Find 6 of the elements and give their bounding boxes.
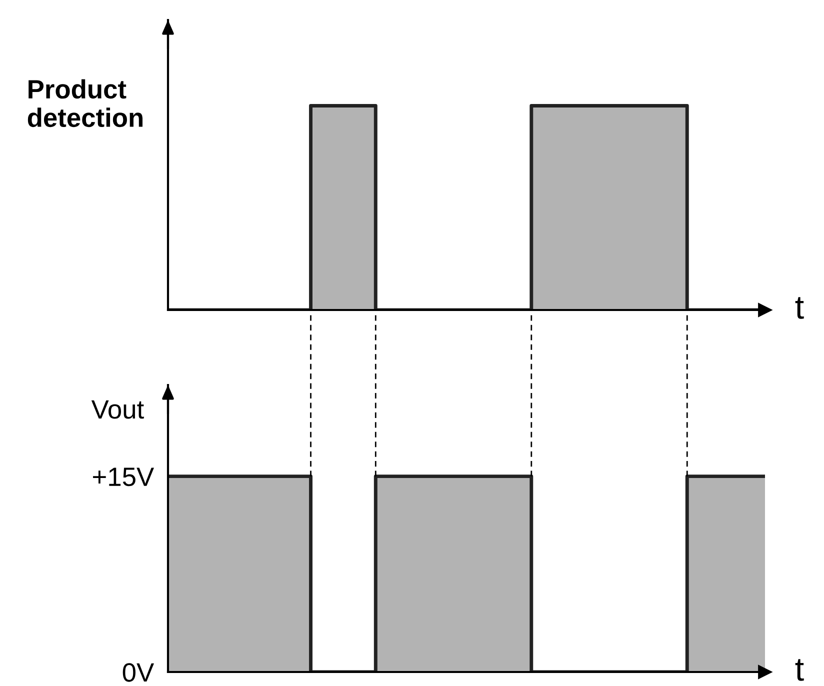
x-axis-title: t [795, 297, 804, 319]
y-tick-label: +15V [93, 468, 154, 486]
x-axis-title: t [795, 659, 804, 681]
y-tick-label: 0V [122, 663, 154, 682]
y-axis-title: Product detection [28, 79, 142, 128]
y-axis-title: Vout [91, 400, 144, 419]
